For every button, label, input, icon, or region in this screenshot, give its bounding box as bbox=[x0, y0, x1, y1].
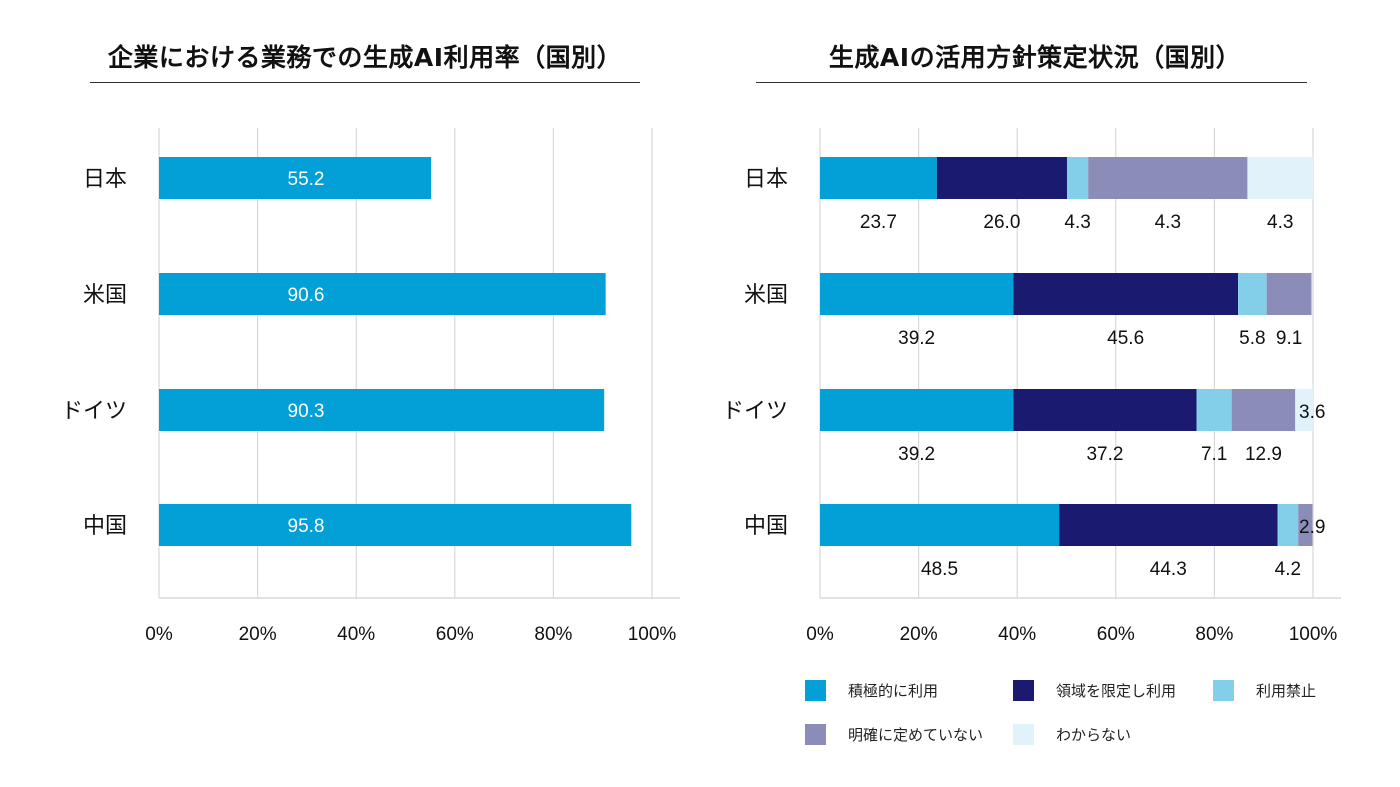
bar bbox=[159, 504, 632, 546]
legend-label: わからない bbox=[1056, 726, 1132, 744]
left-title-rule bbox=[90, 82, 640, 83]
legend-swatch-undefined bbox=[805, 724, 826, 745]
legend-label: 領域を限定し利用 bbox=[1056, 682, 1177, 700]
bar bbox=[159, 157, 432, 199]
segment-value-label: 26.0 bbox=[983, 212, 1020, 233]
x-tick-label: 80% bbox=[1195, 624, 1233, 645]
bar-segment bbox=[936, 157, 1067, 199]
segment-value-label: 39.2 bbox=[898, 328, 935, 349]
segment-value-label: 4.3 bbox=[1267, 212, 1293, 233]
bar-segment bbox=[1196, 389, 1232, 431]
bar-segment bbox=[820, 504, 1060, 546]
segment-value-label: 44.3 bbox=[1150, 559, 1187, 580]
x-tick-label: 100% bbox=[628, 624, 677, 645]
category-label: 日本 bbox=[83, 167, 127, 192]
legend-swatch-unknown bbox=[1013, 724, 1034, 745]
x-tick-label: 40% bbox=[337, 624, 375, 645]
segment-value-label: 4.3 bbox=[1064, 212, 1090, 233]
category-label: ドイツ bbox=[61, 399, 127, 424]
x-tick-label: 0% bbox=[806, 624, 834, 645]
bar-segment bbox=[1295, 389, 1313, 431]
bar-value-label: 90.6 bbox=[288, 285, 325, 306]
legend-item-active: 積極的に利用 bbox=[805, 680, 938, 701]
segment-value-label: 7.1 bbox=[1201, 444, 1227, 465]
category-label: 中国 bbox=[83, 514, 127, 539]
bar-segment bbox=[1277, 504, 1299, 546]
x-tick-label: 60% bbox=[436, 624, 474, 645]
bar-segment bbox=[1247, 157, 1313, 199]
right-chart-title: 生成AIの活用方針策定状況（国別） bbox=[828, 43, 1242, 72]
segment-value-label: 23.7 bbox=[860, 212, 897, 233]
bar-segment bbox=[820, 157, 937, 199]
segment-value-label: 5.8 bbox=[1239, 328, 1265, 349]
segment-value-label: 2.9 bbox=[1299, 517, 1325, 538]
legend-item-undefined: 明確に定めていない bbox=[805, 724, 983, 745]
left-chart-title: 企業における業務での生成AI利用率（国別） bbox=[107, 43, 623, 72]
bar-segment bbox=[1266, 273, 1312, 315]
x-tick-label: 20% bbox=[239, 624, 277, 645]
x-tick-label: 0% bbox=[145, 624, 173, 645]
right-title-rule bbox=[756, 82, 1307, 83]
segment-value-label: 9.1 bbox=[1276, 328, 1302, 349]
bar-segment bbox=[1088, 157, 1248, 199]
category-label: ドイツ bbox=[722, 399, 788, 424]
legend-item-prohibited: 利用禁止 bbox=[1213, 680, 1316, 701]
legend-label: 利用禁止 bbox=[1256, 682, 1317, 700]
legend-swatch-active bbox=[805, 680, 826, 701]
bar-segment bbox=[820, 273, 1014, 315]
category-label: 米国 bbox=[744, 283, 788, 308]
category-label: 日本 bbox=[744, 167, 788, 192]
legend-item-limited: 領域を限定し利用 bbox=[1013, 680, 1176, 701]
segment-value-label: 4.3 bbox=[1155, 212, 1181, 233]
segment-value-label: 3.6 bbox=[1299, 402, 1325, 423]
segment-value-label: 48.5 bbox=[921, 559, 958, 580]
bar-value-label: 95.8 bbox=[288, 516, 325, 537]
x-tick-label: 100% bbox=[1289, 624, 1338, 645]
bar-value-label: 55.2 bbox=[288, 169, 325, 190]
bar bbox=[159, 273, 606, 315]
bar-segment bbox=[1066, 157, 1089, 199]
segment-value-label: 45.6 bbox=[1107, 328, 1144, 349]
x-tick-label: 60% bbox=[1097, 624, 1135, 645]
bar-segment bbox=[1013, 273, 1239, 315]
bar-segment bbox=[1013, 389, 1197, 431]
segment-value-label: 37.2 bbox=[1086, 444, 1123, 465]
category-label: 中国 bbox=[744, 514, 788, 539]
x-tick-label: 80% bbox=[534, 624, 572, 645]
bar-segment bbox=[1298, 504, 1313, 546]
x-tick-label: 40% bbox=[998, 624, 1036, 645]
bar-segment bbox=[1238, 273, 1267, 315]
segment-value-label: 12.9 bbox=[1245, 444, 1282, 465]
bar-value-label: 90.3 bbox=[288, 401, 325, 422]
bar bbox=[159, 389, 605, 431]
legend-item-unknown: わからない bbox=[1013, 724, 1131, 745]
legend-label: 積極的に利用 bbox=[848, 682, 939, 700]
category-label: 米国 bbox=[83, 283, 127, 308]
legend-label: 明確に定めていない bbox=[848, 726, 984, 744]
bar-segment bbox=[1059, 504, 1278, 546]
bar-segment bbox=[1231, 389, 1296, 431]
legend-swatch-prohibited bbox=[1213, 680, 1234, 701]
segment-value-label: 39.2 bbox=[898, 444, 935, 465]
x-tick-label: 20% bbox=[900, 624, 938, 645]
segment-value-label: 4.2 bbox=[1275, 559, 1301, 580]
legend-swatch-limited bbox=[1013, 680, 1034, 701]
bar-segment bbox=[820, 389, 1014, 431]
